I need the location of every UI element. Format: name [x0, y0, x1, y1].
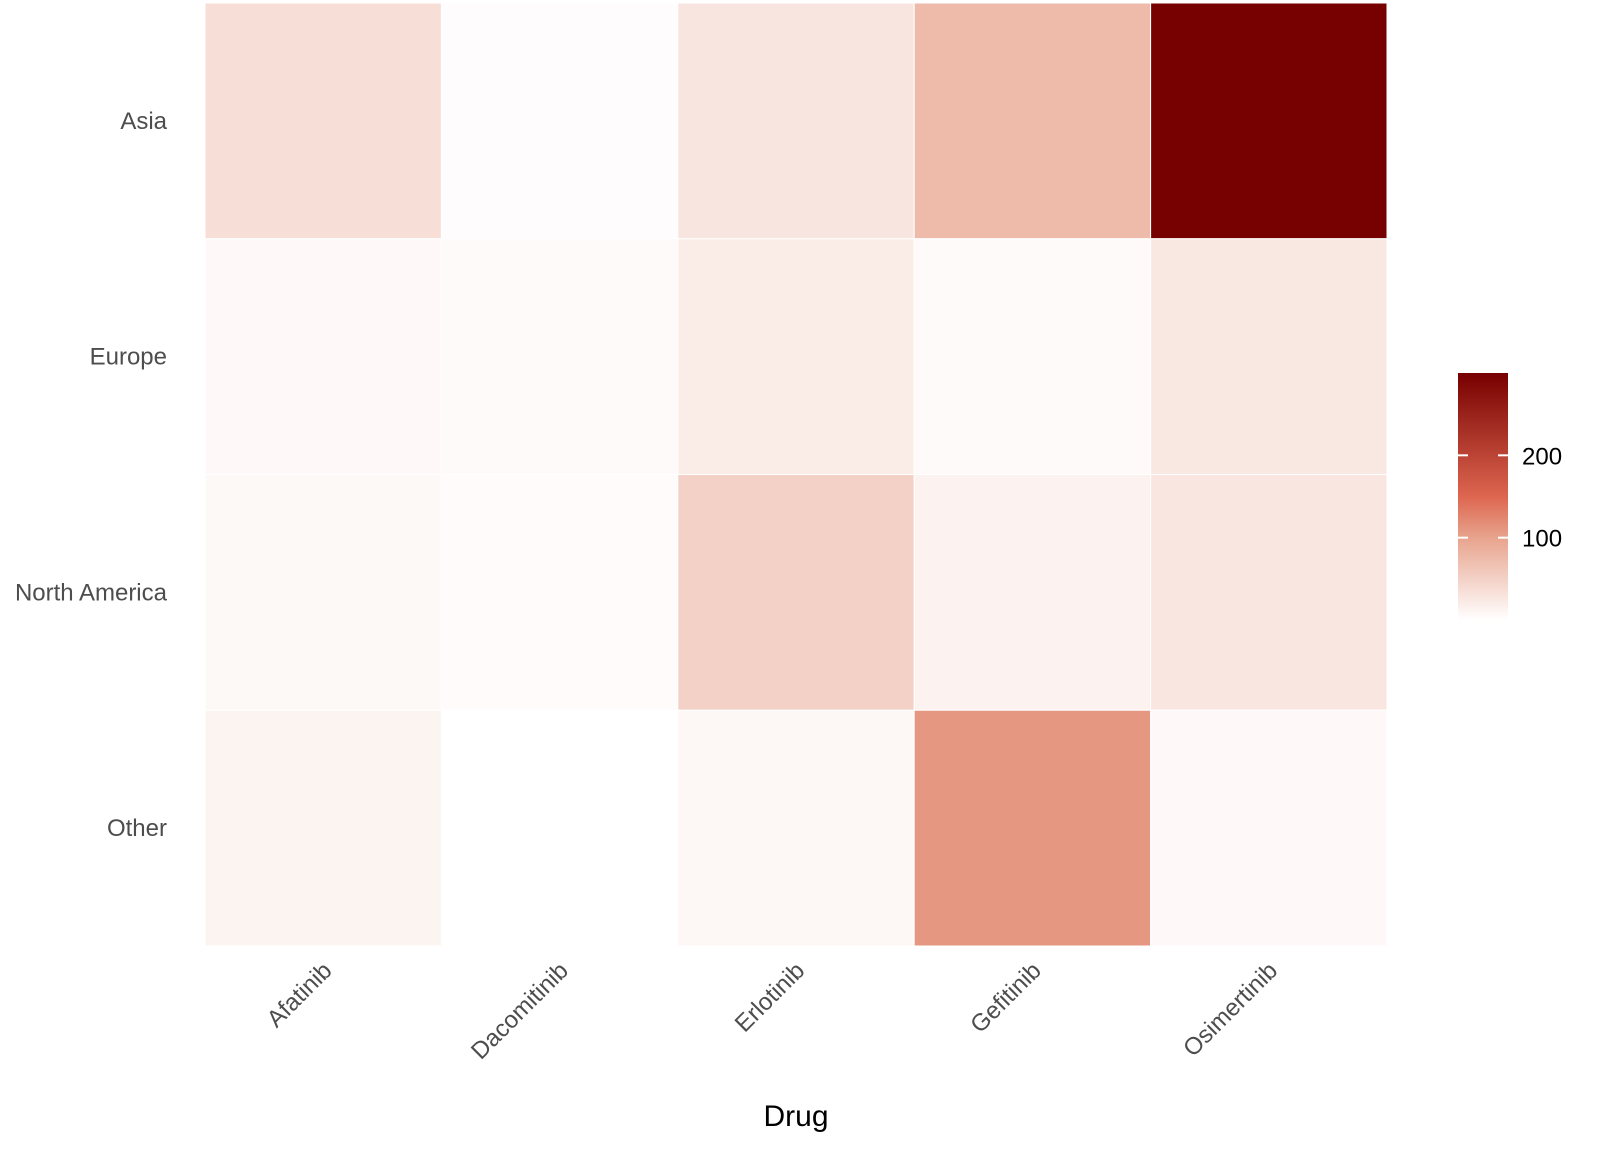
heatmap-cell-europe-osimertinib: [1150, 238, 1388, 475]
x-tick-label: Erlotinib: [730, 957, 810, 1037]
heatmap-cell-other-gefitinib: [913, 709, 1152, 947]
heatmap-cell-other-erlotinib: [677, 709, 915, 947]
heatmap-cell-europe-gefitinib: [913, 238, 1152, 475]
heatmap-cell-north-america-dacomitinib: [440, 474, 679, 711]
heatmap-cell-north-america-afatinib: [204, 474, 442, 711]
heatmap-cell-asia-afatinib: [204, 2, 442, 240]
heatmap-cell-north-america-erlotinib: [677, 474, 915, 711]
heatmap-cell-north-america-gefitinib: [913, 474, 1152, 711]
x-tick-label: Gefitinib: [965, 957, 1046, 1038]
colorbar: [1458, 373, 1508, 620]
colorbar-legend: 100 200: [1458, 373, 1562, 620]
x-tick-label: Osimertinib: [1178, 957, 1283, 1062]
y-tick-label: Europe: [90, 344, 167, 371]
colorbar-tick-label: 100: [1522, 526, 1562, 553]
heatmap-cell-asia-osimertinib: [1150, 2, 1388, 240]
heatmap-cell-europe-afatinib: [204, 238, 442, 475]
x-tick-label: Dacomitinib: [466, 957, 574, 1065]
colorbar-tick-label: 200: [1522, 443, 1562, 470]
y-tick-label: North America: [15, 579, 168, 606]
x-tick-label: Afatinib: [262, 957, 338, 1033]
heatmap-cell-europe-erlotinib: [677, 238, 915, 475]
y-tick-label: Asia: [120, 108, 167, 135]
y-tick-label: Other: [107, 815, 167, 842]
heatmap-cell-north-america-osimertinib: [1150, 474, 1388, 711]
heatmap-cell-asia-dacomitinib: [440, 2, 679, 240]
heatmap-cell-other-osimertinib: [1150, 709, 1388, 947]
x-axis-label: Drug: [763, 1100, 828, 1133]
heatmap-cell-other-dacomitinib: [440, 709, 679, 947]
heatmap-cell-asia-gefitinib: [913, 2, 1152, 240]
heatmap-cell-europe-dacomitinib: [440, 238, 679, 475]
heatmap-cell-other-afatinib: [204, 709, 442, 947]
heatmap-cell-asia-erlotinib: [677, 2, 915, 240]
